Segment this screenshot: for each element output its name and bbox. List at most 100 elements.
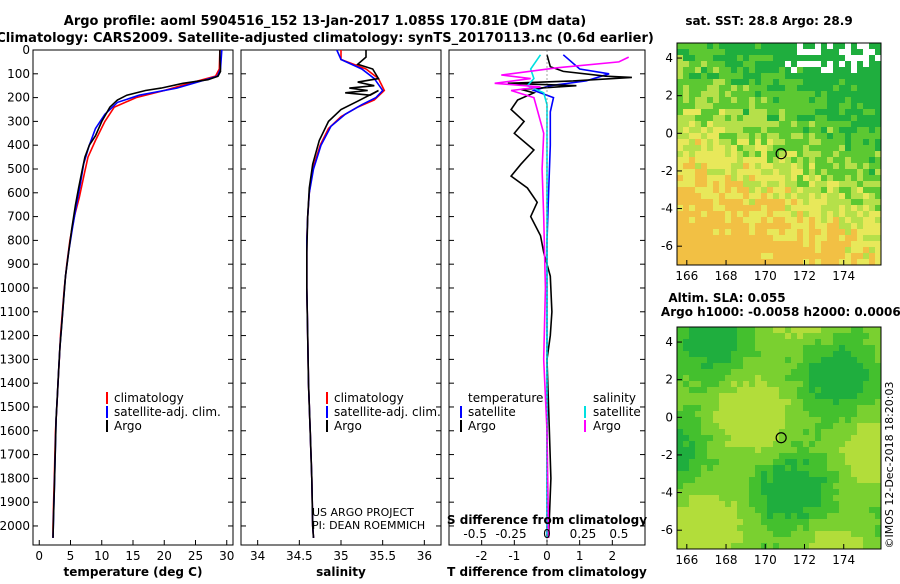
map-cell (809, 381, 815, 387)
map-cell (797, 357, 803, 363)
map-cell (737, 127, 743, 133)
map-cell (695, 411, 701, 417)
map-cell (701, 67, 707, 73)
map-cell (803, 525, 809, 531)
map-cell (719, 525, 725, 531)
map-cell (773, 85, 779, 91)
map-cell (683, 327, 689, 333)
map-cell (677, 537, 683, 543)
map-cell (779, 235, 785, 241)
difference-panel: -2 -1 0 1 2T difference from climatology-0.5… (447, 49, 647, 579)
map-cell (803, 459, 809, 465)
map-cell (773, 121, 779, 127)
map-cell (689, 163, 695, 169)
map-cell (803, 381, 809, 387)
legend-temperature-title: temperature (468, 391, 543, 405)
map-cell (749, 115, 755, 121)
map-cell (707, 519, 713, 525)
map-cell (791, 441, 797, 447)
map-cell (791, 363, 797, 369)
map-cell (797, 483, 803, 489)
map-cell (779, 327, 785, 333)
map-cell (749, 387, 755, 393)
map-cell (677, 483, 683, 489)
map-cell (809, 429, 815, 435)
map-cell (779, 127, 785, 133)
map-cell (773, 393, 779, 399)
map-cell (761, 381, 767, 387)
map-cell (803, 187, 809, 193)
map-cell (689, 381, 695, 387)
map-cell (719, 181, 725, 187)
map-cell (851, 91, 857, 97)
map-cell (869, 55, 875, 61)
map-cell (797, 495, 803, 501)
map-cell (875, 411, 881, 417)
map-cell (815, 387, 821, 393)
map-cell (773, 181, 779, 187)
map-cell (707, 115, 713, 121)
map-cell (743, 411, 749, 417)
map-cell (743, 513, 749, 519)
x-tick-label: 35.5 (369, 549, 396, 563)
map-cell (767, 393, 773, 399)
map-cell (731, 399, 737, 405)
map-cell (731, 543, 737, 549)
y-tick-label: 1100 (0, 305, 30, 319)
map-cell (713, 127, 719, 133)
map-cell (827, 241, 833, 247)
map-cell (791, 151, 797, 157)
map-cell (725, 157, 731, 163)
map-cell (695, 495, 701, 501)
map-cell (767, 537, 773, 543)
map-cell (767, 543, 773, 549)
map-cell (809, 241, 815, 247)
map-cell (863, 375, 869, 381)
map-cell (857, 333, 863, 339)
map-cell (863, 453, 869, 459)
map-cell (731, 351, 737, 357)
map-cell (737, 175, 743, 181)
map-cell (857, 127, 863, 133)
map-cell (857, 519, 863, 525)
map-cell (737, 441, 743, 447)
map-cell (791, 333, 797, 339)
map-cell (719, 465, 725, 471)
map-cell (839, 501, 845, 507)
map-cell (737, 121, 743, 127)
map-cell (797, 543, 803, 549)
map-cell (875, 519, 881, 525)
map-cell (737, 351, 743, 357)
map-cell (845, 115, 851, 121)
map-cell (797, 525, 803, 531)
map-cell (707, 235, 713, 241)
map-cell (797, 157, 803, 163)
map-cell (815, 121, 821, 127)
map-cell (851, 115, 857, 121)
map-cell (719, 175, 725, 181)
map-cell (839, 369, 845, 375)
map-cell (809, 85, 815, 91)
map-cell (713, 187, 719, 193)
map-cell (869, 91, 875, 97)
map-cell (695, 375, 701, 381)
map-cell (713, 351, 719, 357)
map-cell (767, 411, 773, 417)
map-cell (755, 327, 761, 333)
map-cell (845, 61, 851, 67)
y-tick-label: -2 (661, 448, 673, 462)
map-cell (785, 157, 791, 163)
map-cell (785, 49, 791, 55)
map-cell (731, 115, 737, 121)
map-cell (731, 43, 737, 49)
map-cell (761, 459, 767, 465)
map-cell (869, 537, 875, 543)
map-cell (875, 139, 881, 145)
map-cell (863, 193, 869, 199)
map-cell (743, 519, 749, 525)
map-cell (749, 247, 755, 253)
map-cell (743, 429, 749, 435)
map-cell (869, 169, 875, 175)
map-cell (827, 489, 833, 495)
map-cell (875, 339, 881, 345)
